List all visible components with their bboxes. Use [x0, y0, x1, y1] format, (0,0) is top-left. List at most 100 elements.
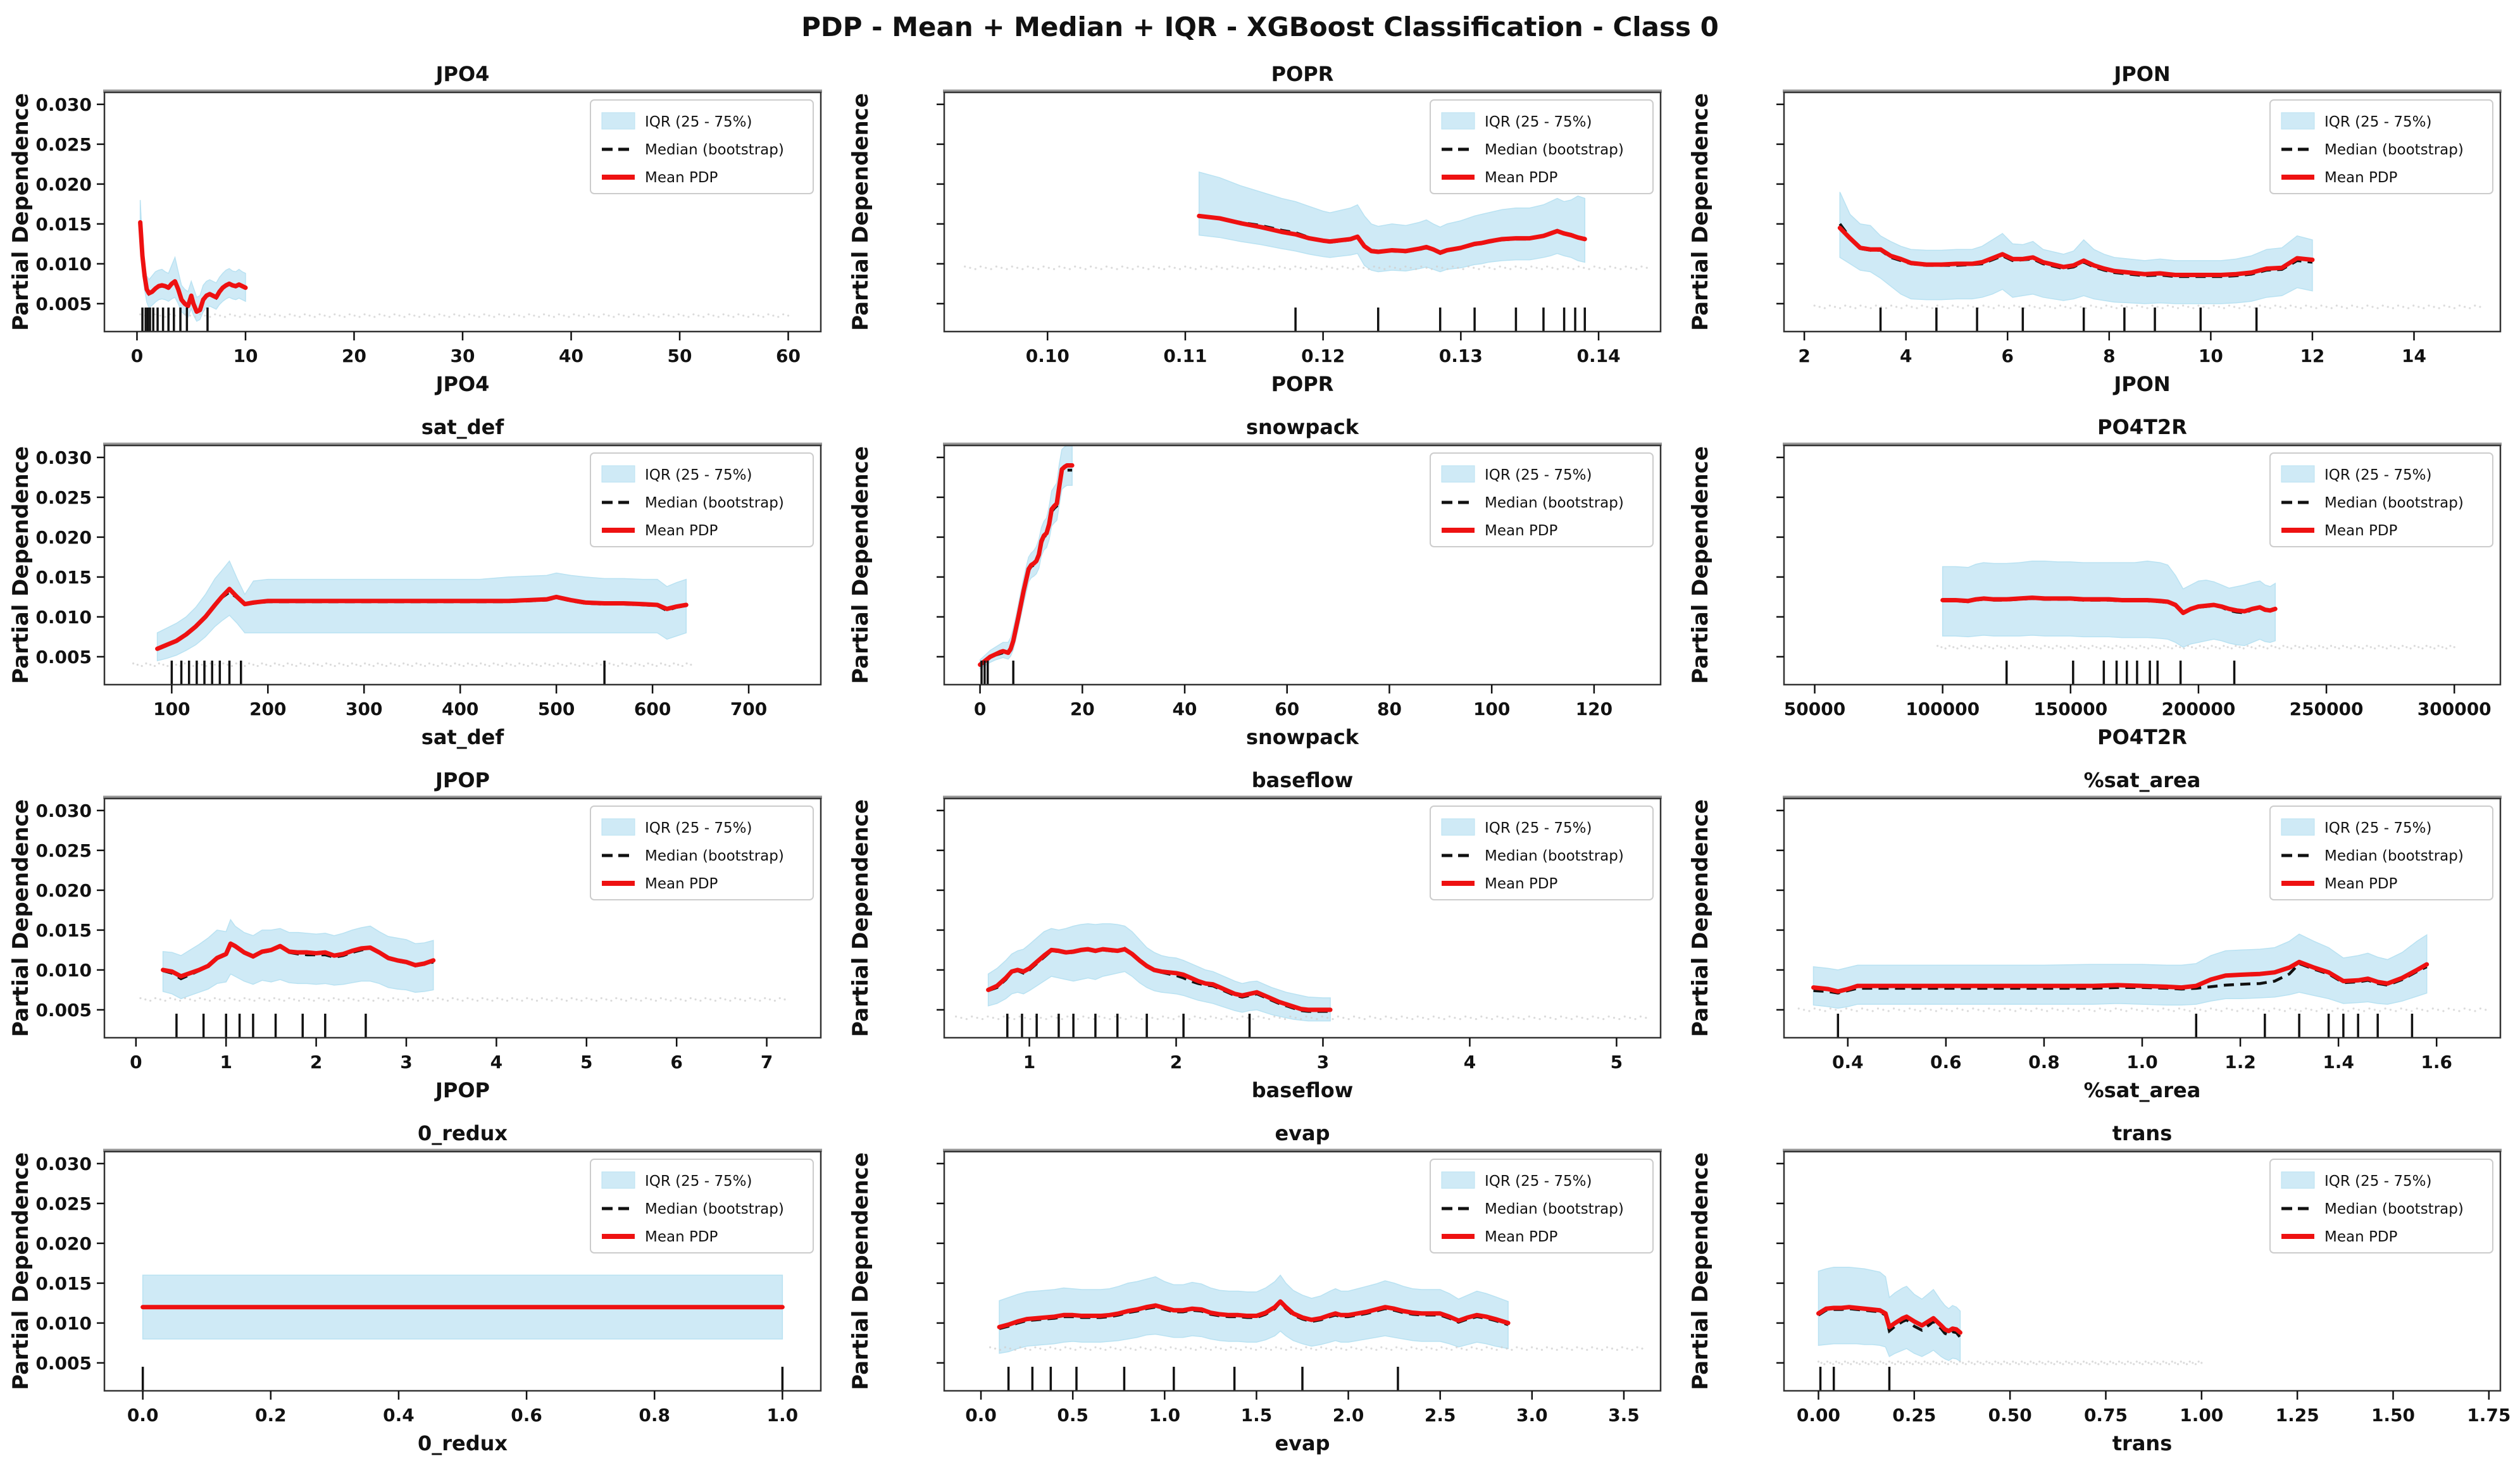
- y-tick-label: 0.025: [35, 134, 92, 155]
- x-tick-label: 50: [668, 345, 692, 366]
- legend-iqr-swatch: [2281, 1171, 2315, 1189]
- legend-iqr-label: IQR (25 - 75%): [1485, 820, 1592, 837]
- legend-iqr-swatch: [601, 112, 635, 130]
- legend-iqr-label: IQR (25 - 75%): [645, 1173, 752, 1190]
- x-axis: 0 20 40 60 80 100 120: [974, 685, 1612, 719]
- legend-median-label: Median (bootstrap): [645, 495, 784, 511]
- x-tick-label: 1.00: [2180, 1405, 2223, 1426]
- subplot-title: POPR: [1271, 62, 1334, 86]
- y-axis: [1776, 456, 1784, 658]
- legend-iqr-label: IQR (25 - 75%): [645, 114, 752, 130]
- subplot-jpop: 0.005 0.010 0.015 0.020 0.025 0.030 0 1 2 3 4 5 6 7 JP…: [0, 759, 840, 1112]
- y-tick-label: 0.020: [35, 880, 92, 901]
- iqr-band: [162, 918, 434, 1000]
- legend-median-label: Median (bootstrap): [2324, 848, 2464, 864]
- plot-canvas: 0.005 0.010 0.015 0.020 0.025 0.030 0 10 20 30 40 5…: [8, 62, 822, 396]
- y-tick-label: 0.025: [35, 1193, 92, 1214]
- median-line: [1818, 1307, 1962, 1338]
- sample-dots: [1936, 645, 2455, 650]
- iqr-band: [1818, 1266, 1961, 1362]
- legend-mean-label: Mean PDP: [645, 876, 718, 892]
- axes-border: [943, 797, 1662, 1039]
- x-tick-label: 600: [634, 699, 671, 719]
- rug-marks: [141, 308, 209, 331]
- legend-iqr-swatch: [2281, 818, 2315, 836]
- x-tick-label: 120: [1576, 699, 1612, 719]
- sample-dots: [1813, 304, 2481, 309]
- plot-canvas: 2 4 6 8 10 12 14 JPON JPON Partial Dependence IQR …: [1688, 62, 2502, 396]
- x-tick-label: 4: [1900, 345, 1912, 366]
- x-tick-label: 0.11: [1163, 345, 1207, 366]
- subplot-title: evap: [1275, 1121, 1330, 1145]
- y-tick-label: 0.010: [35, 1313, 92, 1334]
- legend: IQR (25 - 75%) Median (bootstrap) Mean PDP: [590, 806, 814, 900]
- x-tick-label: 60: [1275, 699, 1299, 719]
- y-axis: [937, 103, 944, 305]
- x-tick-label: 80: [1377, 699, 1402, 719]
- x-tick-label: 0.2: [255, 1405, 287, 1426]
- legend-median-label: Median (bootstrap): [1485, 495, 1624, 511]
- axes-border: [1783, 444, 2502, 686]
- plot-canvas: 0.4 0.6 0.8 1.0 1.2 1.4 1.6 %sat_area %sat_area P…: [1688, 768, 2502, 1102]
- sample-dots: [1797, 1007, 2487, 1012]
- y-axis-label: Partial Dependence: [848, 93, 873, 331]
- y-tick-label: 0.030: [35, 94, 92, 115]
- mean-line: [1816, 1305, 1962, 1335]
- rug-marks: [980, 661, 1014, 684]
- y-tick-label: 0.010: [35, 960, 92, 981]
- legend: IQR (25 - 75%) Median (bootstrap) Mean PDP: [2269, 99, 2493, 194]
- x-tick-label: 0.4: [1832, 1052, 1864, 1073]
- axes-border: [103, 797, 822, 1039]
- y-tick-label: 0.030: [35, 800, 92, 821]
- mean-line: [1811, 959, 2430, 994]
- x-axis: 0.00 0.25 0.50 0.75 1.00 1.25 1.50 1.75: [1797, 1391, 2511, 1426]
- x-tick-label: 500: [538, 699, 575, 719]
- x-axis-label: JPO4: [435, 372, 490, 396]
- subplot-jpon: 2 4 6 8 10 12 14 JPON JPON Partial Dependence IQR …: [1680, 53, 2519, 406]
- x-tick-label: 400: [442, 699, 478, 719]
- x-tick-label: 1.50: [2371, 1405, 2415, 1426]
- mean-line: [986, 947, 1333, 1012]
- subplot-popr: 0.10 0.11 0.12 0.13 0.14 POPR POPR Partial Depe…: [840, 53, 1680, 406]
- subplot-title: JPON: [2112, 62, 2170, 86]
- x-axis-label: POPR: [1271, 372, 1334, 396]
- x-tick-label: 150000: [2033, 699, 2107, 719]
- y-tick-label: 0.010: [35, 607, 92, 628]
- legend-iqr-swatch: [1441, 112, 1475, 130]
- y-tick-label: 0.015: [35, 1273, 92, 1294]
- sample-dots: [964, 265, 1648, 270]
- x-tick-label: 0: [130, 1052, 142, 1073]
- legend-iqr-label: IQR (25 - 75%): [1485, 114, 1592, 130]
- y-axis: 0.005 0.010 0.015 0.020 0.025 0.030: [35, 447, 104, 668]
- x-tick-label: 0.0: [127, 1405, 159, 1426]
- sample-dots: [1817, 1360, 2203, 1365]
- x-tick-label: 12: [2300, 345, 2324, 366]
- x-tick-label: 0.6: [1930, 1052, 1962, 1073]
- legend-median-label: Median (bootstrap): [2324, 142, 2464, 158]
- x-tick-label: 3.5: [1608, 1405, 1640, 1426]
- x-tick-label: 0.4: [383, 1405, 415, 1426]
- legend-mean-label: Mean PDP: [2324, 876, 2398, 892]
- axes-border: [103, 1150, 822, 1392]
- x-tick-label: 0.10: [1026, 345, 1070, 366]
- y-tick-label: 0.030: [35, 1154, 92, 1174]
- plot-canvas: 1 2 3 4 5 baseflow baseflow Partial Dependence I…: [848, 768, 1662, 1102]
- x-tick-label: 0: [131, 345, 143, 366]
- legend: IQR (25 - 75%) Median (bootstrap) Mean PDP: [2269, 1159, 2493, 1253]
- rug-marks: [1007, 1367, 1399, 1390]
- mean-line: [997, 1299, 1511, 1329]
- x-tick-label: 2.5: [1425, 1405, 1456, 1426]
- sample-dots: [989, 1346, 1644, 1351]
- x-axis: 0.10 0.11 0.12 0.13 0.14: [1026, 332, 1621, 366]
- x-tick-label: 40: [559, 345, 583, 366]
- subplot-title: trans: [2112, 1121, 2173, 1145]
- mean-line: [978, 463, 1075, 667]
- y-tick-label: 0.005: [35, 647, 92, 668]
- sample-dots: [139, 997, 786, 1002]
- x-tick-label: 1.4: [2323, 1052, 2354, 1073]
- legend-mean-label: Mean PDP: [1485, 523, 1558, 539]
- y-tick-label: 0.005: [35, 1000, 92, 1021]
- legend-iqr-label: IQR (25 - 75%): [645, 820, 752, 837]
- plot-canvas: 0.005 0.010 0.015 0.020 0.025 0.030 0 1 2 3 4 5 6 7 JP…: [8, 768, 822, 1102]
- x-tick-label: 20: [1070, 699, 1095, 719]
